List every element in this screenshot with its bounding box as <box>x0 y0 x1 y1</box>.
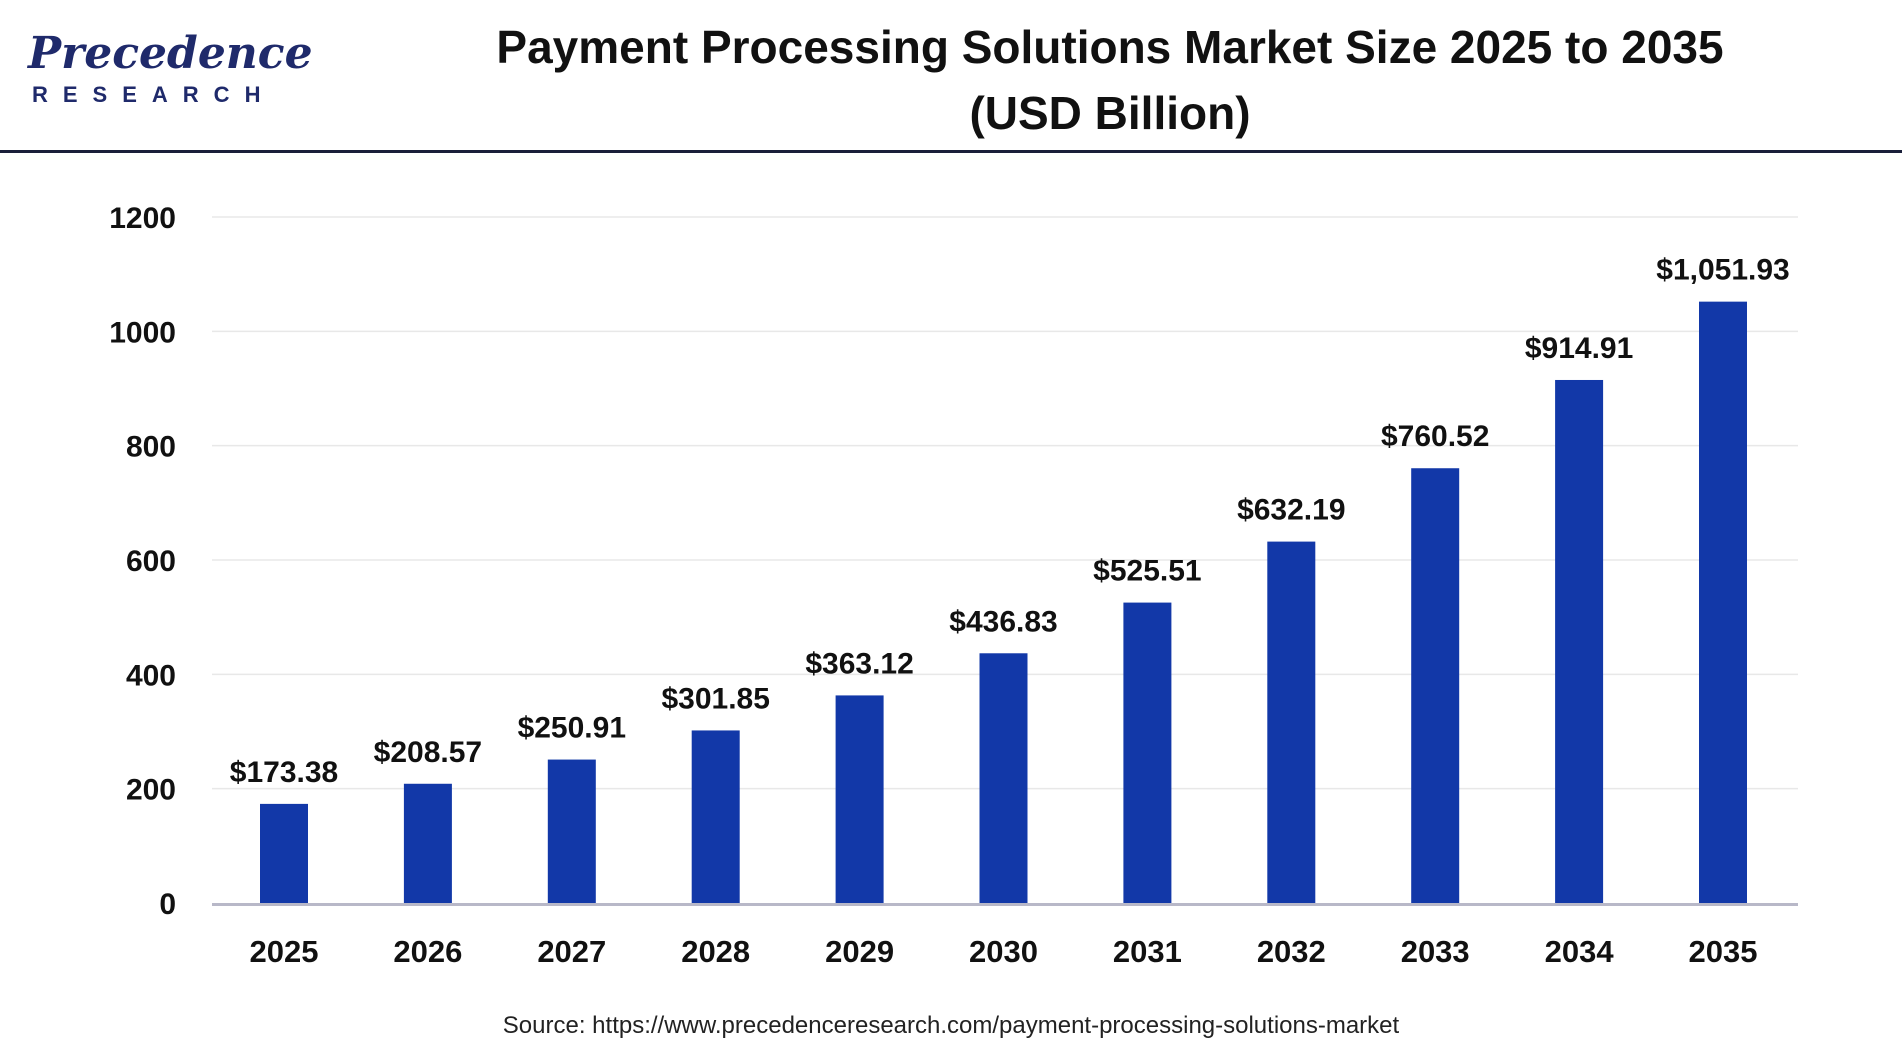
y-tick-label: 0 <box>159 888 176 921</box>
data-label-2026: $208.57 <box>374 736 482 769</box>
y-tick-label: 1000 <box>109 316 176 349</box>
y-tick-label: 200 <box>126 774 176 807</box>
bar-2026 <box>403 783 452 903</box>
y-tick-label: 400 <box>126 659 176 692</box>
bar-chart: 0 200 400 600 800 1000 1200 $173.38 $208.57 $250… <box>109 202 1798 969</box>
data-label-2029: $363.12 <box>805 647 913 680</box>
y-axis-ticks: 0 200 400 600 800 1000 1200 <box>109 202 176 921</box>
x-axis-ticks: 2025 2026 2027 2028 2029 2030 2031 2032 2033 2034… <box>250 934 1758 969</box>
data-label-2032: $632.19 <box>1237 494 1345 527</box>
data-labels: $173.38 $208.57 $250.91 $301.85 $363.12 $436.… <box>230 254 1790 789</box>
bar-2035 <box>1699 301 1747 903</box>
bar-2029 <box>835 695 884 903</box>
y-tick-label: 1200 <box>109 202 176 235</box>
header-divider <box>0 150 1902 153</box>
bar-2032 <box>1267 541 1316 903</box>
x-tick-label-2033: 2033 <box>1401 934 1470 969</box>
logo-wordmark: Precedence <box>28 28 313 79</box>
x-tick-label-2028: 2028 <box>681 934 750 969</box>
x-tick-label-2035: 2035 <box>1689 934 1758 969</box>
x-tick-label-2027: 2027 <box>537 934 606 969</box>
logo-subtext: RESEARCH <box>32 82 276 107</box>
data-label-2031: $525.51 <box>1093 555 1201 588</box>
source-note: Source: https://www.precedenceresearch.c… <box>502 1012 1400 1039</box>
bar-2027 <box>547 759 596 903</box>
data-label-2033: $760.52 <box>1381 420 1489 453</box>
precedence-research-logo: Precedence RESEARCH <box>28 28 318 118</box>
bar-2025 <box>260 803 308 903</box>
bar-2028 <box>691 730 740 903</box>
data-label-2035: $1,051.93 <box>1656 254 1789 287</box>
x-tick-label-2032: 2032 <box>1257 934 1326 969</box>
bar-2033 <box>1411 468 1460 903</box>
x-tick-label-2029: 2029 <box>825 934 894 969</box>
y-tick-label: 600 <box>126 545 176 578</box>
chart-title-line-1: Payment Processing Solutions Market Size… <box>496 21 1724 73</box>
bar-2034 <box>1555 379 1604 903</box>
chart-title-line-2: (USD Billion) <box>969 87 1251 139</box>
data-label-2030: $436.83 <box>949 605 1057 638</box>
data-label-2027: $250.91 <box>518 712 626 745</box>
data-label-2034: $914.91 <box>1525 332 1633 365</box>
bar-2031 <box>1123 602 1172 903</box>
y-tick-label: 800 <box>126 431 176 464</box>
x-tick-label-2025: 2025 <box>250 934 319 969</box>
x-tick-label-2026: 2026 <box>393 934 462 969</box>
bars <box>260 301 1747 903</box>
chart-header: Precedence RESEARCH Payment Processing S… <box>0 0 1902 153</box>
gridlines <box>212 216 1798 790</box>
x-tick-label-2034: 2034 <box>1545 934 1615 969</box>
data-label-2028: $301.85 <box>661 682 769 715</box>
data-label-2025: $173.38 <box>230 756 338 789</box>
bar-2030 <box>979 653 1028 903</box>
x-tick-label-2031: 2031 <box>1113 934 1182 969</box>
x-tick-label-2030: 2030 <box>969 934 1038 969</box>
chart-title: Payment Processing Solutions Market Size… <box>420 14 1800 146</box>
